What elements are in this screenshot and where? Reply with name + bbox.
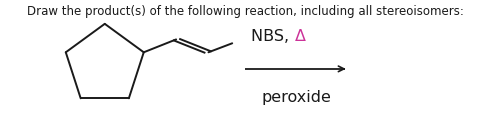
Text: NBS,: NBS, <box>251 29 294 44</box>
Text: Draw the product(s) of the following reaction, including all stereoisomers:: Draw the product(s) of the following rea… <box>26 5 464 18</box>
Text: peroxide: peroxide <box>262 90 332 105</box>
Text: Δ: Δ <box>294 29 306 44</box>
